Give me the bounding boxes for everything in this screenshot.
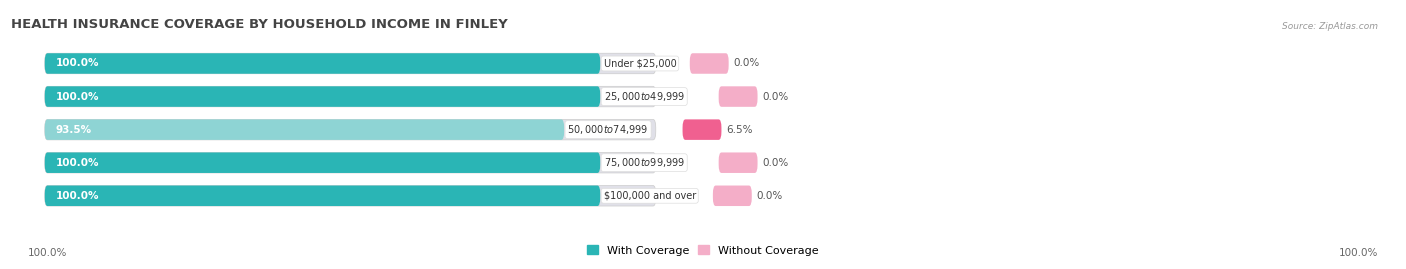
FancyBboxPatch shape	[45, 53, 655, 74]
FancyBboxPatch shape	[45, 186, 655, 206]
Legend: With Coverage, Without Coverage: With Coverage, Without Coverage	[582, 241, 824, 260]
Text: $75,000 to $99,999: $75,000 to $99,999	[603, 156, 685, 169]
Text: $25,000 to $49,999: $25,000 to $49,999	[603, 90, 685, 103]
Text: $100,000 and over: $100,000 and over	[603, 191, 696, 201]
FancyBboxPatch shape	[45, 119, 655, 140]
Text: 100.0%: 100.0%	[56, 158, 100, 168]
FancyBboxPatch shape	[718, 86, 758, 107]
FancyBboxPatch shape	[45, 53, 600, 74]
Text: Under $25,000: Under $25,000	[603, 58, 676, 69]
FancyBboxPatch shape	[45, 186, 600, 206]
FancyBboxPatch shape	[45, 153, 600, 173]
Text: Source: ZipAtlas.com: Source: ZipAtlas.com	[1282, 22, 1378, 31]
Text: 100.0%: 100.0%	[56, 91, 100, 102]
Text: 100.0%: 100.0%	[28, 247, 67, 258]
FancyBboxPatch shape	[682, 119, 721, 140]
Text: 100.0%: 100.0%	[56, 191, 100, 201]
Text: $50,000 to $74,999: $50,000 to $74,999	[568, 123, 648, 136]
Text: 100.0%: 100.0%	[56, 58, 100, 69]
Text: 0.0%: 0.0%	[762, 91, 789, 102]
FancyBboxPatch shape	[45, 86, 600, 107]
FancyBboxPatch shape	[45, 153, 655, 173]
FancyBboxPatch shape	[690, 53, 728, 74]
Text: 93.5%: 93.5%	[56, 125, 91, 135]
Text: 0.0%: 0.0%	[762, 158, 789, 168]
Text: 0.0%: 0.0%	[733, 58, 759, 69]
Text: 6.5%: 6.5%	[725, 125, 752, 135]
Text: 0.0%: 0.0%	[756, 191, 783, 201]
FancyBboxPatch shape	[713, 186, 752, 206]
Text: HEALTH INSURANCE COVERAGE BY HOUSEHOLD INCOME IN FINLEY: HEALTH INSURANCE COVERAGE BY HOUSEHOLD I…	[11, 18, 508, 31]
Text: 100.0%: 100.0%	[1339, 247, 1378, 258]
FancyBboxPatch shape	[718, 153, 758, 173]
FancyBboxPatch shape	[45, 86, 655, 107]
FancyBboxPatch shape	[45, 119, 564, 140]
